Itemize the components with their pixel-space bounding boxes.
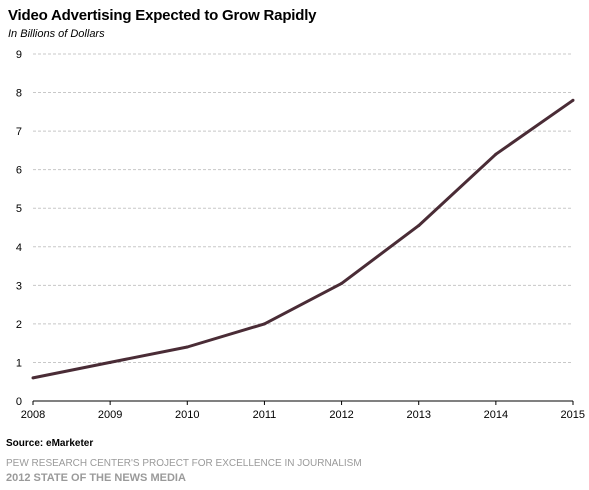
x-tick-label: 2015	[561, 409, 585, 421]
x-tick-label: 2008	[21, 409, 45, 421]
data-point	[108, 360, 112, 364]
data-point	[417, 224, 421, 228]
series-line	[32, 99, 574, 380]
y-tick-label: 0	[16, 396, 22, 408]
x-tick-label: 2009	[98, 409, 122, 421]
y-tick-label: 2	[16, 319, 22, 331]
data-point	[494, 152, 498, 156]
x-tick-label: 2010	[175, 409, 199, 421]
x-tick-label: 2011	[253, 409, 277, 421]
data-point	[571, 98, 575, 102]
x-axis: 2008 2009 2010 2011 2012 2013 2014 2015	[21, 401, 585, 421]
source-note: Source: eMarketer	[6, 438, 94, 449]
data-point	[31, 376, 35, 380]
y-axis: 0 1 2 3 4 5 6 7 8 9	[16, 49, 22, 408]
x-tick-label: 2012	[329, 409, 353, 421]
chart-subtitle: In Billions of Dollars	[8, 28, 105, 40]
data-point	[340, 281, 344, 285]
y-tick-label: 1	[16, 357, 22, 369]
footer-report: 2012 STATE OF THE NEWS MEDIA	[6, 472, 186, 484]
y-tick-label: 3	[16, 280, 22, 292]
y-tick-label: 9	[16, 49, 22, 61]
grid-layer	[33, 53, 573, 402]
series-layer	[31, 98, 575, 380]
footer-org: PEW RESEARCH CENTER'S PROJECT FOR EXCELL…	[6, 458, 362, 469]
x-tick-label: 2013	[406, 409, 430, 421]
y-tick-label: 8	[16, 88, 22, 100]
y-tick-label: 5	[16, 203, 22, 215]
x-tick-label: 2014	[484, 409, 508, 421]
y-tick-label: 7	[16, 126, 22, 138]
y-tick-label: 4	[16, 242, 22, 254]
data-point	[262, 322, 266, 326]
chart-title: Video Advertising Expected to Grow Rapid…	[8, 7, 317, 24]
y-tick-label: 6	[16, 165, 22, 177]
data-point	[185, 345, 189, 349]
